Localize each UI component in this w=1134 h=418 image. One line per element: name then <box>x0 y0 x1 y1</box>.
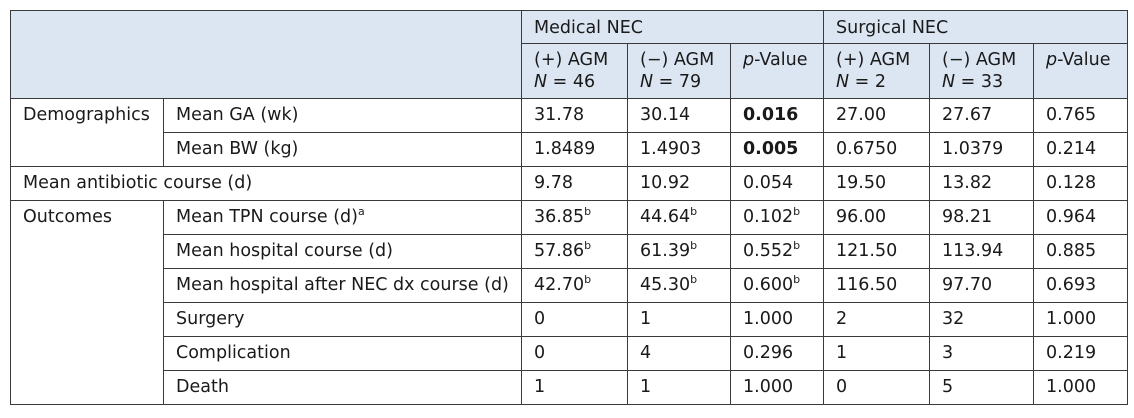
header-med-pos-agm: (+) AGM N = 46 <box>521 43 628 99</box>
header-medical-nec: Medical NEC <box>520 10 825 44</box>
header-row-columns: (+) AGM N = 46 (−) AGM N = 79 p-Value (+… <box>10 43 1129 99</box>
table-row: Mean antibiotic course (d) 9.78 10.92 0.… <box>10 166 1129 201</box>
header-blank-cell <box>10 10 522 99</box>
row-label: Complication <box>163 336 522 371</box>
cell: 121.50 <box>823 234 931 269</box>
table-row: Surgery 0 1 1.000 2 32 1.000 <box>11 302 1129 337</box>
header-sur-neg-agm: (−) AGM N = 33 <box>929 43 1035 99</box>
cell: 98.21 <box>929 200 1035 235</box>
cell: 36.85b <box>521 200 628 235</box>
cell: 0.102b <box>729 200 825 235</box>
table-row: Mean hospital course (d) 57.86b 61.39b 0… <box>11 234 1129 269</box>
cell: 27.00 <box>823 98 931 133</box>
cell: 116.50 <box>823 268 931 303</box>
cell: 0.964 <box>1033 200 1129 235</box>
cell: 0.005 <box>729 132 825 167</box>
cell: 0.054 <box>729 166 825 201</box>
header-med-neg-label: (−) AGM <box>640 50 715 70</box>
header-row-groups: Medical NEC Surgical NEC <box>10 10 1129 99</box>
cell: 42.70b <box>521 268 628 303</box>
row-label: Mean hospital after NEC dx course (d) <box>163 268 522 303</box>
cell: 0.219 <box>1033 336 1129 371</box>
header-med-pvalue: p-Value <box>729 43 825 99</box>
table-row: Outcomes Mean TPN course (d)a 36.85b 44.… <box>10 200 1129 405</box>
cell: 45.30b <box>627 268 731 303</box>
header-sur-pos-label: (+) AGM <box>836 50 911 70</box>
cell: 96.00 <box>823 200 931 235</box>
header-med-neg-agm: (−) AGM N = 79 <box>627 43 731 99</box>
cell: 97.70 <box>929 268 1035 303</box>
header-sur-pos-agm: (+) AGM N = 2 <box>823 43 931 99</box>
cell: 10.92 <box>627 166 731 201</box>
row-label: Mean hospital course (d) <box>163 234 522 269</box>
header-sur-pos-n: N = 2 <box>836 72 887 92</box>
cell: 1.8489 <box>521 132 628 167</box>
cell: 0.765 <box>1033 98 1129 133</box>
header-surgical-nec: Surgical NEC <box>823 10 1129 44</box>
cell: 1.000 <box>1033 302 1129 337</box>
header-sur-neg-label: (−) AGM <box>942 50 1017 70</box>
cell: 0.552b <box>729 234 825 269</box>
header-med-pos-n: N = 46 <box>534 72 596 92</box>
header-med-pos-label: (+) AGM <box>534 50 609 70</box>
cell: 44.64b <box>627 200 731 235</box>
cell: 1.000 <box>729 370 825 405</box>
table-row: Complication 0 4 0.296 1 3 0.219 <box>11 336 1129 371</box>
cell: 1 <box>823 336 931 371</box>
row-label: Death <box>163 370 522 405</box>
cell: 13.82 <box>929 166 1035 201</box>
header-med-neg-n: N = 79 <box>640 72 702 92</box>
cell: 19.50 <box>823 166 931 201</box>
cell: 1.0379 <box>929 132 1035 167</box>
cell: 0.016 <box>729 98 825 133</box>
row-group-demographics: Demographics <box>10 98 164 167</box>
cell: 0 <box>521 336 628 371</box>
row-group-outcomes: Outcomes <box>10 200 164 405</box>
header-sur-neg-n: N = 33 <box>942 72 1004 92</box>
cell: 3 <box>929 336 1035 371</box>
cell: 1 <box>521 370 628 405</box>
cell: 0.693 <box>1033 268 1129 303</box>
cell: 5 <box>929 370 1035 405</box>
row-label: Mean GA (wk) <box>163 98 522 133</box>
cell: 1.000 <box>729 302 825 337</box>
cell: 30.14 <box>627 98 731 133</box>
cell: 1 <box>627 370 731 405</box>
cell: 0 <box>521 302 628 337</box>
header-sur-pvalue: p-Value <box>1033 43 1129 99</box>
cell: 1.4903 <box>627 132 731 167</box>
cell: 0.600b <box>729 268 825 303</box>
cell: 0.128 <box>1033 166 1129 201</box>
table-row: Demographics Mean GA (wk) 31.78 30.14 0.… <box>10 98 1129 167</box>
cell: 0.296 <box>729 336 825 371</box>
table-row: Death 1 1 1.000 0 5 1.000 <box>11 370 1129 405</box>
row-label: Mean TPN course (d)a <box>163 200 522 235</box>
cell: 0.214 <box>1033 132 1129 167</box>
cell: 31.78 <box>521 98 628 133</box>
cell: 61.39b <box>627 234 731 269</box>
cell: 0.885 <box>1033 234 1129 269</box>
cell: 2 <box>823 302 931 337</box>
cell: 0 <box>823 370 931 405</box>
results-table: Medical NEC Surgical NEC (+) AGM N = 46 … <box>10 10 1129 405</box>
table-wrapper: Medical NEC Surgical NEC (+) AGM N = 46 … <box>10 10 1129 405</box>
cell: 4 <box>627 336 731 371</box>
row-label: Mean antibiotic course (d) <box>10 166 522 201</box>
cell: 27.67 <box>929 98 1035 133</box>
cell: 1.000 <box>1033 370 1129 405</box>
cell: 57.86b <box>521 234 628 269</box>
table-row: Mean hospital after NEC dx course (d) 42… <box>11 268 1129 303</box>
row-label: Mean BW (kg) <box>163 132 522 167</box>
row-label: Surgery <box>163 302 522 337</box>
cell: 113.94 <box>929 234 1035 269</box>
cell: 32 <box>929 302 1035 337</box>
cell: 1 <box>627 302 731 337</box>
cell: 0.6750 <box>823 132 931 167</box>
table-row: Mean BW (kg) 1.8489 1.4903 0.005 0.6750 … <box>11 132 1129 167</box>
cell: 9.78 <box>521 166 628 201</box>
